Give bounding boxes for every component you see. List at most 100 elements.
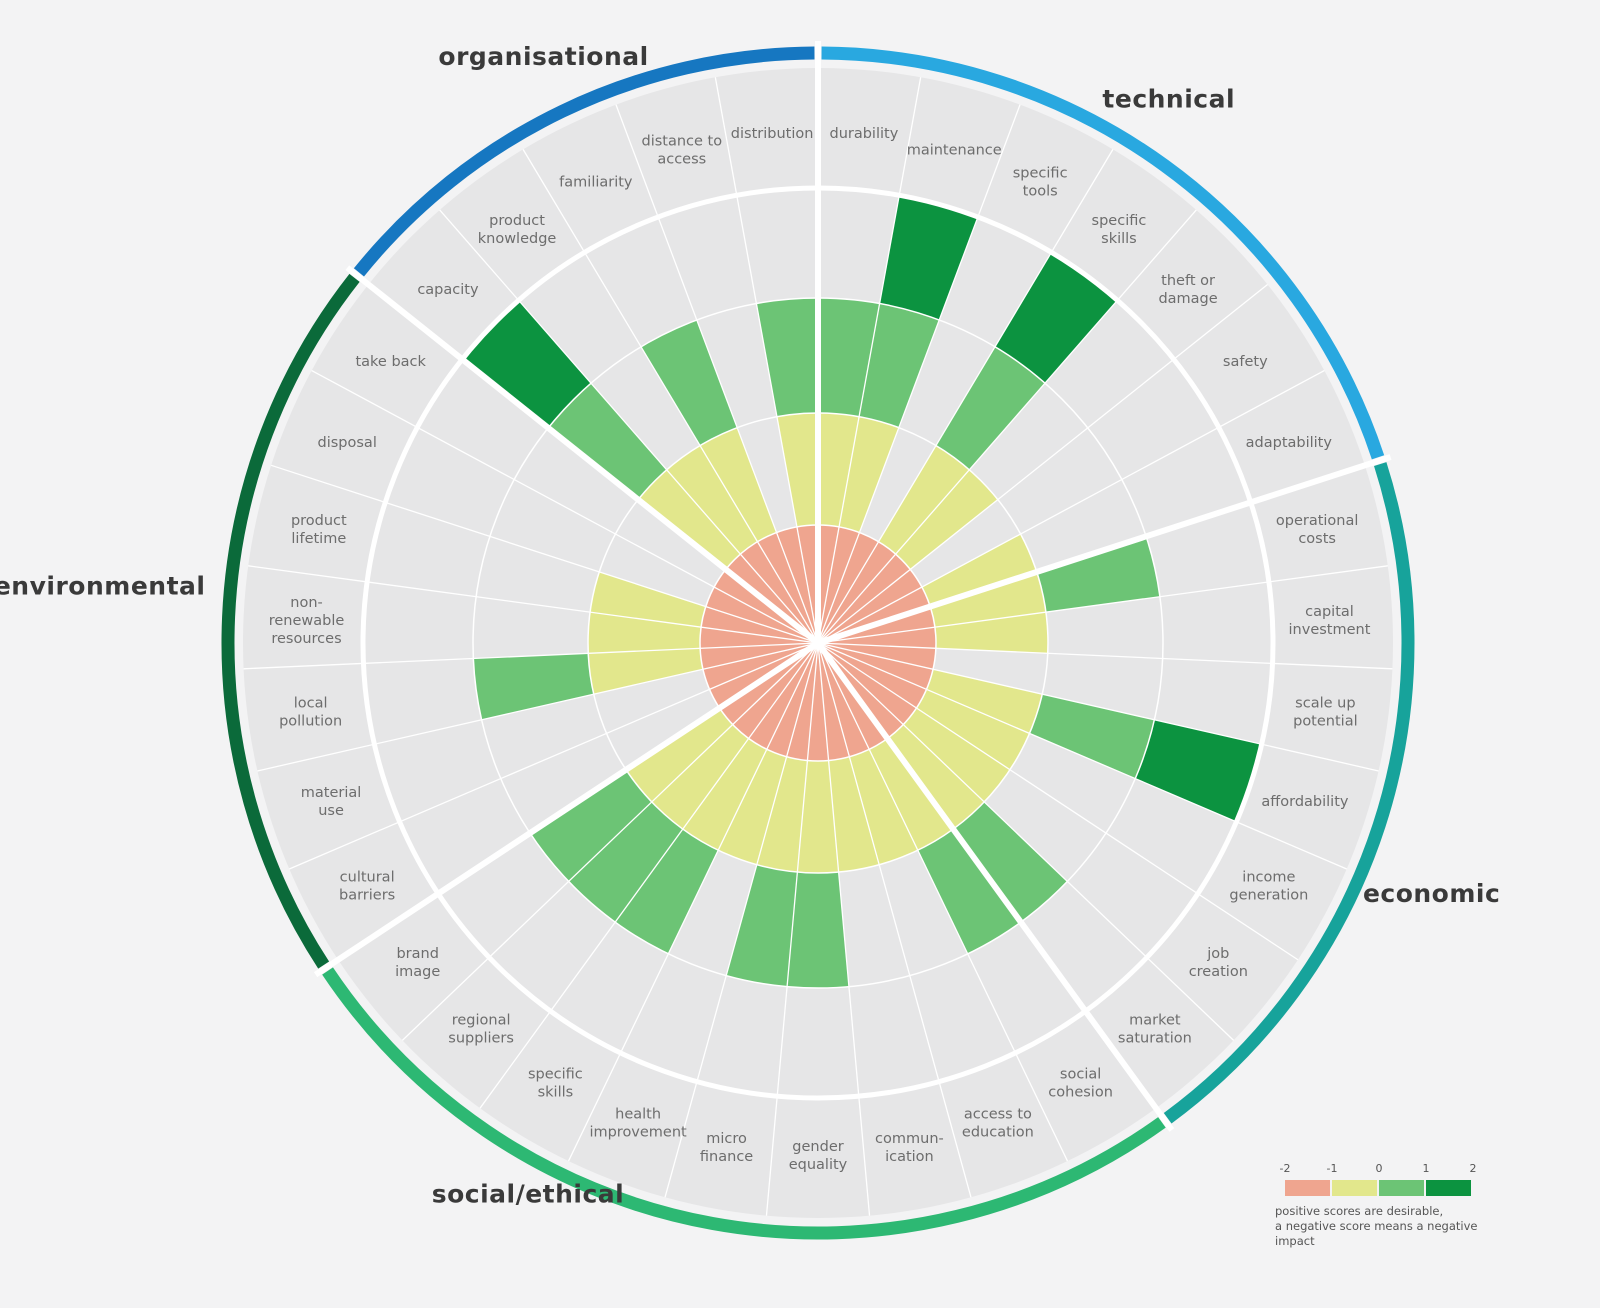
legend-note: a negative score means a negative — [1275, 1219, 1477, 1233]
score-bar — [879, 195, 978, 320]
category-arc — [1163, 462, 1415, 1124]
score-bar — [807, 643, 829, 762]
score-bar — [926, 669, 1043, 734]
spoke-line — [664, 642, 819, 1198]
score-bar — [1029, 694, 1155, 779]
item-label-line: maintenance — [907, 142, 1002, 158]
item-label: commun-ication — [875, 1131, 944, 1165]
score-bar — [895, 469, 998, 570]
item-label-line: capacity — [417, 282, 479, 298]
spoke-line — [439, 209, 819, 644]
item-label: capacity — [417, 282, 479, 298]
score-bar — [548, 383, 667, 500]
score-bar — [568, 801, 683, 923]
score-bar — [638, 469, 741, 570]
item-label-line: barriers — [339, 888, 395, 904]
item-label-line: equality — [789, 1157, 848, 1173]
item-label: brand image — [395, 946, 440, 980]
category-arc — [353, 46, 815, 277]
score-bar — [776, 413, 818, 527]
item-label-line: brand — [396, 946, 438, 962]
score-bar — [757, 532, 818, 643]
item-label: cultural barriers — [339, 870, 395, 904]
item-label: regional suppliers — [448, 1013, 514, 1047]
score-bar — [726, 864, 798, 987]
item-label-line: regional — [452, 1013, 511, 1029]
score-bar — [935, 346, 1045, 470]
item-label-line: specific — [1013, 166, 1068, 182]
score-bar — [859, 303, 940, 428]
item-label-line: theft or — [1161, 273, 1215, 289]
legend-swatch — [1285, 1180, 1330, 1196]
score-bar — [682, 738, 767, 851]
spoke-line — [257, 642, 819, 772]
score-bar — [530, 769, 652, 882]
score-bar — [994, 252, 1118, 384]
score-bar — [718, 749, 787, 865]
legend-swatch — [1379, 1180, 1424, 1196]
item-label: disposal — [318, 435, 377, 451]
score-bar — [818, 643, 917, 725]
legend-note: impact — [1275, 1234, 1315, 1248]
item-label: durability — [829, 126, 898, 142]
spoke-line — [817, 149, 1114, 644]
item-label: theft or damage — [1158, 273, 1217, 307]
score-bar — [849, 749, 918, 865]
category-divider — [313, 640, 820, 978]
legend-swatch — [1426, 1180, 1471, 1196]
score-bar — [818, 587, 931, 643]
spoke-line — [311, 369, 819, 644]
category-arcs — [221, 41, 1415, 1240]
score-bar — [705, 587, 818, 643]
item-label: product lifetime — [291, 513, 347, 547]
item-label-line: income — [1242, 870, 1295, 886]
item-label: capital investment — [1289, 604, 1371, 638]
category-divider — [345, 265, 820, 646]
item-label-line: potential — [1293, 714, 1358, 730]
item-label-line: distribution — [731, 126, 814, 142]
item-label-line: skills — [1101, 231, 1137, 247]
category-title: technical — [1102, 85, 1235, 114]
item-label-line: ication — [885, 1149, 934, 1165]
spoke-line — [479, 642, 819, 1109]
score-bar — [818, 643, 927, 709]
score-bar — [818, 554, 911, 643]
category-arc — [221, 273, 360, 969]
spoke-line — [401, 642, 819, 1041]
score-bar — [626, 708, 733, 802]
item-label-line: use — [318, 803, 344, 819]
category-title: social/ethical — [432, 1179, 625, 1208]
item-label: familiarity — [559, 175, 633, 191]
score-bar — [740, 541, 818, 643]
spoke-line — [817, 642, 1069, 1162]
score-bar — [719, 643, 818, 725]
item-label: maintenance — [907, 142, 1002, 158]
category-title: environmental — [0, 571, 205, 600]
score-bar — [878, 445, 970, 555]
item-label: micro finance — [700, 1131, 753, 1165]
item-label: scale up potential — [1293, 696, 1358, 730]
score-bar — [641, 319, 738, 446]
score-bar — [732, 643, 818, 739]
item-label: distance to access — [641, 133, 722, 167]
item-label-line: adaptability — [1246, 435, 1333, 451]
item-label-line: disposal — [318, 435, 377, 451]
item-label: material use — [301, 785, 362, 819]
item-label-line: investment — [1289, 622, 1371, 638]
spoke-line — [817, 209, 1197, 644]
item-label-line: cultural — [340, 870, 395, 886]
item-label-line: micro — [706, 1131, 747, 1147]
legend-swatch — [1332, 1180, 1377, 1196]
item-label-line: education — [962, 1124, 1034, 1140]
score-bar — [700, 427, 777, 542]
category-title: economic — [1363, 879, 1500, 908]
item-label-line: specific — [1092, 213, 1147, 229]
legend-tick: 1 — [1423, 1162, 1430, 1175]
item-label: non-renewable resources — [269, 595, 345, 647]
item-label-line: safety — [1223, 354, 1268, 370]
item-label: market saturation — [1118, 1013, 1192, 1047]
score-bar — [917, 829, 1021, 954]
spoke-line — [289, 642, 819, 870]
spoke-line — [817, 642, 1299, 961]
